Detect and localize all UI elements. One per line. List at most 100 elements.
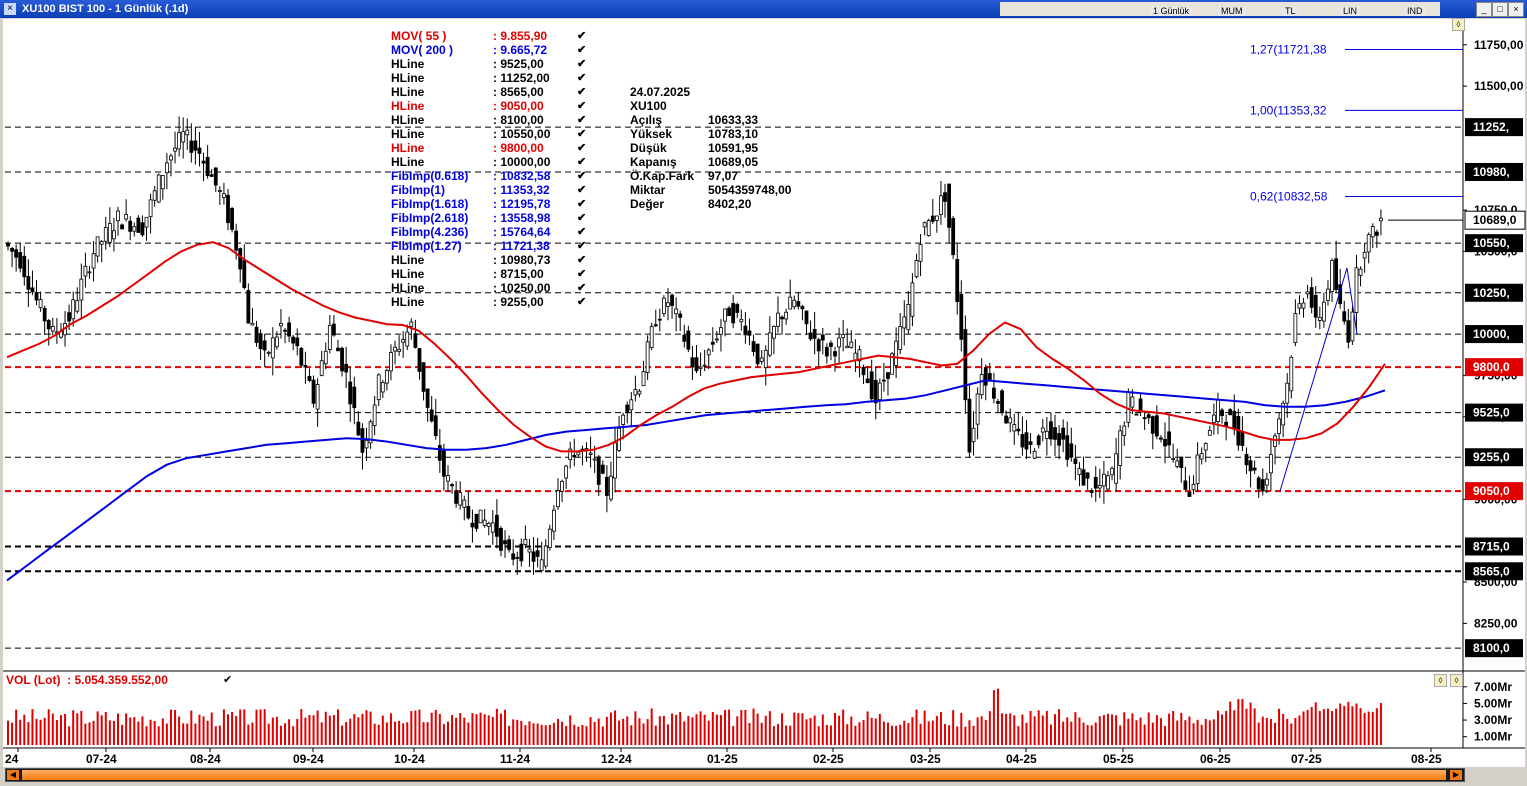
volume-bar [422,722,425,745]
volume-check-icon[interactable]: ✔ [223,674,233,686]
close-button[interactable]: × [1508,2,1524,17]
volume-bar [296,718,299,745]
candle [877,382,882,400]
candle [755,343,760,365]
volume-bar [1245,708,1248,745]
legend-check-icon[interactable]: ✔ [577,86,587,98]
legend-check-icon[interactable]: ✔ [577,282,587,294]
currency-label[interactable]: TL [1282,6,1299,16]
volume-bar [903,720,906,745]
legend-check-icon[interactable]: ✔ [577,184,587,196]
legend-check-icon[interactable]: ✔ [577,100,587,112]
volume-bar [992,690,995,745]
volume-bar [882,721,885,745]
legend-check-icon[interactable]: ✔ [577,268,587,280]
volume-bar [1371,711,1374,745]
info-key: Değer [630,197,665,211]
volume-bar [194,723,197,745]
candle [437,445,442,461]
volume-bar [988,711,991,745]
legend-check-icon[interactable]: ✔ [577,128,587,140]
candle [943,192,947,202]
candle [1179,456,1184,468]
scroll-right-icon[interactable]: ▶ [1450,770,1462,780]
volume-bar [365,710,368,745]
candle [295,337,300,347]
candle [466,505,471,519]
hline-price-text: 9800,0 [1473,360,1510,374]
candle [193,140,198,151]
candle [103,227,108,242]
volume-panel-settings-icon[interactable]: ◊ [1434,674,1447,687]
last-price-text: 10689,0 [1473,213,1517,227]
legend-check-icon[interactable]: ✔ [577,30,587,42]
legend-value: : 10832,58 [493,169,551,183]
volume-bar [589,717,592,745]
legend-check-icon[interactable]: ✔ [577,296,587,308]
legend-check-icon[interactable]: ✔ [577,254,587,266]
candle [397,348,402,352]
candle [1285,382,1290,404]
candle [1297,303,1302,309]
candle [983,367,988,386]
time-tick-label: 12-24 [601,752,632,766]
volume-bars [7,688,1382,745]
horizontal-scrollbar[interactable]: ◀ ▶ [5,768,1465,782]
candle [169,155,173,161]
legend-check-icon[interactable]: ✔ [577,58,587,70]
candle [865,378,870,384]
volume-bar [1025,722,1028,745]
volume-bar [1049,724,1052,745]
time-tick-label: 11-24 [500,752,530,766]
candle [34,291,39,301]
candle [1195,454,1200,484]
scroll-thumb[interactable] [22,770,1446,780]
mov55-line [6,241,1386,453]
candle [1305,291,1310,295]
time-tick-label: 07-24 [86,752,117,766]
legend-check-icon[interactable]: ✔ [577,156,587,168]
volume-bar [1054,714,1057,745]
volume-bar [11,722,14,745]
legend-check-icon[interactable]: ✔ [577,142,587,154]
legend-value: : 10250,00 [493,281,551,295]
candle [564,465,569,479]
legend-check-icon[interactable]: ✔ [577,198,587,210]
legend-check-icon[interactable]: ✔ [577,44,587,56]
volume-bar [842,709,845,745]
candle [637,390,642,395]
volume-bar [345,721,348,745]
candle [1211,414,1216,423]
minimize-button[interactable]: _ [1476,2,1492,17]
volume-panel-close-icon[interactable]: ◊ [1450,674,1463,687]
maximize-button[interactable]: □ [1492,2,1508,17]
legend-check-icon[interactable]: ✔ [577,72,587,84]
volume-bar [781,713,784,745]
candle [592,458,597,461]
legend-check-icon[interactable]: ✔ [577,114,587,126]
indicator-label[interactable]: IND [1404,6,1426,16]
volume-bar [1290,723,1293,745]
legend-check-icon[interactable]: ✔ [577,212,587,224]
legend-check-icon[interactable]: ✔ [577,240,587,252]
scale-label[interactable]: LIN [1340,6,1361,16]
system-menu-icon[interactable]: × [4,3,16,15]
legend-check-icon[interactable]: ✔ [577,226,587,238]
scroll-left-icon[interactable]: ◀ [7,770,19,780]
volume-bar [55,720,58,745]
time-tick-label: 05-25 [1103,752,1134,766]
price-panel-settings-icon[interactable]: ◊ [1452,18,1465,31]
volume-bar [1347,701,1350,745]
volume-bar [434,709,437,745]
candle [173,147,177,152]
chart-type-label[interactable]: MUM [1218,6,1246,16]
period-label[interactable]: 1 Günlük [1150,6,1193,16]
volume-bar [438,714,441,745]
candle [1053,427,1057,440]
volume-bar [508,725,511,745]
candle [772,326,776,339]
volume-bar [1184,720,1187,745]
legend-check-icon[interactable]: ✔ [577,170,587,182]
candle [1163,438,1167,447]
